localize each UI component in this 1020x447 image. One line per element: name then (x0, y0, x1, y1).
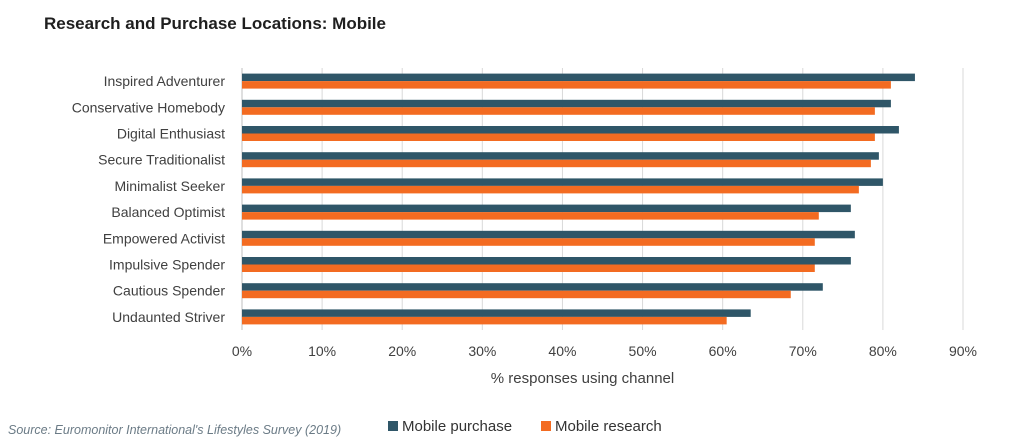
legend-label-mobile-research: Mobile research (555, 418, 662, 435)
bar-mobile-research (242, 264, 815, 272)
bar-mobile-purchase (242, 126, 899, 134)
category-label: Digital Enthusiast (117, 126, 225, 142)
chart-title: Research and Purchase Locations: Mobile (44, 14, 386, 33)
legend-swatch-mobile-purchase (388, 421, 398, 431)
category-label: Undaunted Striver (112, 309, 225, 325)
x-tick-label: 50% (629, 343, 657, 359)
category-label: Conservative Homebody (72, 99, 225, 115)
legend-swatch-mobile-research (541, 421, 551, 431)
category-label: Minimalist Seeker (115, 178, 226, 194)
category-label: Balanced Optimist (111, 204, 225, 220)
x-tick-label: 10% (308, 343, 336, 359)
bar-mobile-purchase (242, 257, 851, 265)
legend-item-mobile-research: Mobile research (541, 418, 662, 435)
legend-item-mobile-purchase: Mobile purchase (388, 418, 512, 435)
x-tick-label: 40% (548, 343, 576, 359)
bar-mobile-purchase (242, 99, 891, 108)
category-label: Cautious Spender (113, 283, 225, 299)
category-label: Secure Traditionalist (98, 152, 225, 168)
bar-mobile-purchase (242, 152, 879, 160)
bar-mobile-purchase (242, 283, 823, 291)
x-tick-label: 60% (709, 343, 737, 359)
bar-mobile-research (242, 290, 791, 299)
bar-mobile-research (242, 159, 871, 168)
bar-mobile-research (242, 107, 875, 115)
category-label: Empowered Activist (103, 230, 225, 246)
bar-mobile-research (242, 212, 819, 220)
source-note: Source: Euromonitor International's Life… (8, 423, 342, 437)
bar-mobile-research (242, 238, 815, 246)
x-axis-title: % responses using channel (491, 370, 674, 387)
bar-mobile-purchase (242, 309, 751, 317)
x-tick-label: 70% (789, 343, 817, 359)
category-label: Inspired Adventurer (104, 73, 226, 89)
x-tick-label: 0% (232, 343, 252, 359)
bar-mobile-research (242, 316, 727, 325)
x-tick-label: 30% (468, 343, 496, 359)
x-tick-label: 20% (388, 343, 416, 359)
x-tick-label: 80% (869, 343, 897, 359)
bar-mobile-research (242, 81, 891, 89)
bar-mobile-purchase (242, 204, 851, 213)
bar-mobile-purchase (242, 230, 855, 239)
category-label: Impulsive Spender (109, 257, 225, 273)
bar-mobile-research (242, 185, 859, 194)
bar-mobile-purchase (242, 178, 883, 186)
x-tick-label: 90% (949, 343, 977, 359)
bar-mobile-purchase (242, 73, 915, 82)
legend-label-mobile-purchase: Mobile purchase (402, 418, 513, 435)
bar-mobile-research (242, 133, 875, 141)
